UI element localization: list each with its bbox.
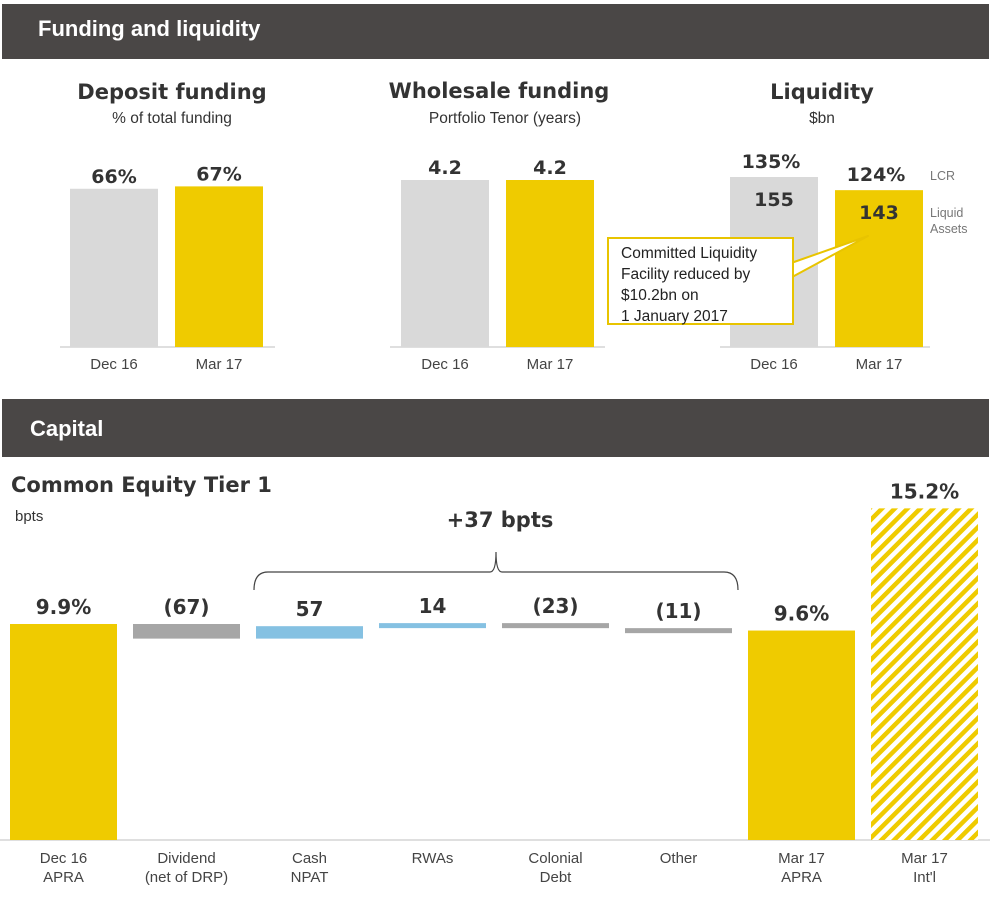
bar-value-label: 4.2 bbox=[533, 157, 567, 179]
callout-line: 1 January 2017 bbox=[621, 308, 728, 325]
liquid-assets-value: 143 bbox=[859, 202, 899, 224]
category-label: Dividend bbox=[157, 850, 215, 867]
category-label: Colonial bbox=[528, 850, 582, 867]
funding-liquidity-banner: Funding and liquidity bbox=[2, 4, 989, 59]
callout-line: Facility reduced by bbox=[621, 266, 751, 283]
bar-value-label: 9.9% bbox=[36, 595, 91, 619]
wholesale-chart: 4.2 Dec 16 4.2 Mar 17 bbox=[390, 157, 605, 373]
lcr-value: 135% bbox=[742, 151, 801, 173]
total-bar bbox=[871, 508, 978, 840]
bar bbox=[506, 180, 594, 347]
callout-line: Committed Liquidity bbox=[621, 245, 758, 262]
funding-liquidity-title: Funding and liquidity bbox=[38, 16, 261, 41]
bar-value-label: 14 bbox=[419, 594, 447, 618]
deposit-subtitle: % of total funding bbox=[112, 110, 232, 127]
liquid-assets-value: 155 bbox=[754, 189, 794, 211]
wholesale-title: Wholesale funding bbox=[389, 79, 610, 103]
category-label: Dec 16 bbox=[40, 850, 88, 867]
deposit-title: Deposit funding bbox=[77, 80, 266, 104]
bar-value-label: 15.2% bbox=[890, 479, 959, 503]
cet1-subtitle: bpts bbox=[15, 508, 43, 525]
category-label: Dec 16 bbox=[421, 356, 469, 373]
bar-value-label: 66% bbox=[91, 166, 136, 188]
capital-banner: Capital bbox=[2, 399, 989, 457]
bar-value-label: 9.6% bbox=[774, 602, 829, 626]
category-label: RWAs bbox=[412, 850, 454, 867]
category-label: NPAT bbox=[291, 869, 329, 886]
cet1-title: Common Equity Tier 1 bbox=[11, 473, 272, 497]
bar-value-label: (23) bbox=[532, 594, 578, 618]
liquidity-callout: Committed Liquidity Facility reduced by … bbox=[607, 237, 794, 325]
waterfall-step-bar bbox=[133, 624, 240, 639]
liquid-assets-bar bbox=[835, 190, 923, 347]
waterfall-step-bar bbox=[379, 623, 486, 629]
category-label: Mar 17 bbox=[196, 356, 243, 373]
category-label: Other bbox=[660, 850, 698, 867]
capital-title: Capital bbox=[30, 416, 104, 441]
waterfall-step-bar bbox=[625, 628, 732, 634]
legend-lcr: LCR bbox=[930, 169, 955, 183]
category-label: Dec 16 bbox=[90, 356, 138, 373]
bar bbox=[175, 186, 263, 347]
wholesale-subtitle: Portfolio Tenor (years) bbox=[429, 110, 581, 127]
category-label: Mar 17 bbox=[778, 850, 825, 867]
bracket-label: +37 bpts bbox=[447, 508, 554, 532]
bracket bbox=[253, 551, 739, 591]
category-label: Mar 17 bbox=[527, 356, 574, 373]
bar-value-label: 4.2 bbox=[428, 157, 462, 179]
bar-value-label: (67) bbox=[163, 595, 209, 619]
category-label: Mar 17 bbox=[901, 850, 948, 867]
liquidity-title: Liquidity bbox=[770, 80, 874, 104]
callout-line: $10.2bn on bbox=[621, 287, 699, 304]
legend-assets: Assets bbox=[930, 222, 968, 236]
total-bar bbox=[748, 630, 855, 840]
category-label: Cash bbox=[292, 850, 327, 867]
category-label: Int'l bbox=[913, 869, 936, 886]
legend-liquid: Liquid bbox=[930, 206, 963, 220]
total-bar bbox=[10, 624, 117, 840]
category-label: Dec 16 bbox=[750, 356, 798, 373]
bar-value-label: 67% bbox=[196, 163, 241, 185]
bar bbox=[70, 188, 158, 347]
category-label: (net of DRP) bbox=[145, 869, 228, 886]
lcr-value: 124% bbox=[847, 164, 906, 186]
waterfall-step-bar bbox=[502, 623, 609, 629]
category-label: APRA bbox=[43, 869, 84, 886]
bar-value-label: (11) bbox=[655, 599, 701, 623]
liquidity-subtitle: $bn bbox=[809, 110, 835, 127]
cet1-waterfall-chart: 9.9% Dec 16 APRA (67) Dividend (net of DRP) 57… bbox=[0, 479, 990, 886]
category-label: APRA bbox=[781, 869, 822, 886]
category-label: Debt bbox=[540, 869, 573, 886]
bar bbox=[401, 180, 489, 347]
category-label: Mar 17 bbox=[856, 356, 903, 373]
waterfall-step-bar bbox=[256, 626, 363, 639]
bar-value-label: 57 bbox=[296, 597, 324, 621]
deposit-chart: 66% Dec 16 67% Mar 17 bbox=[60, 163, 275, 373]
